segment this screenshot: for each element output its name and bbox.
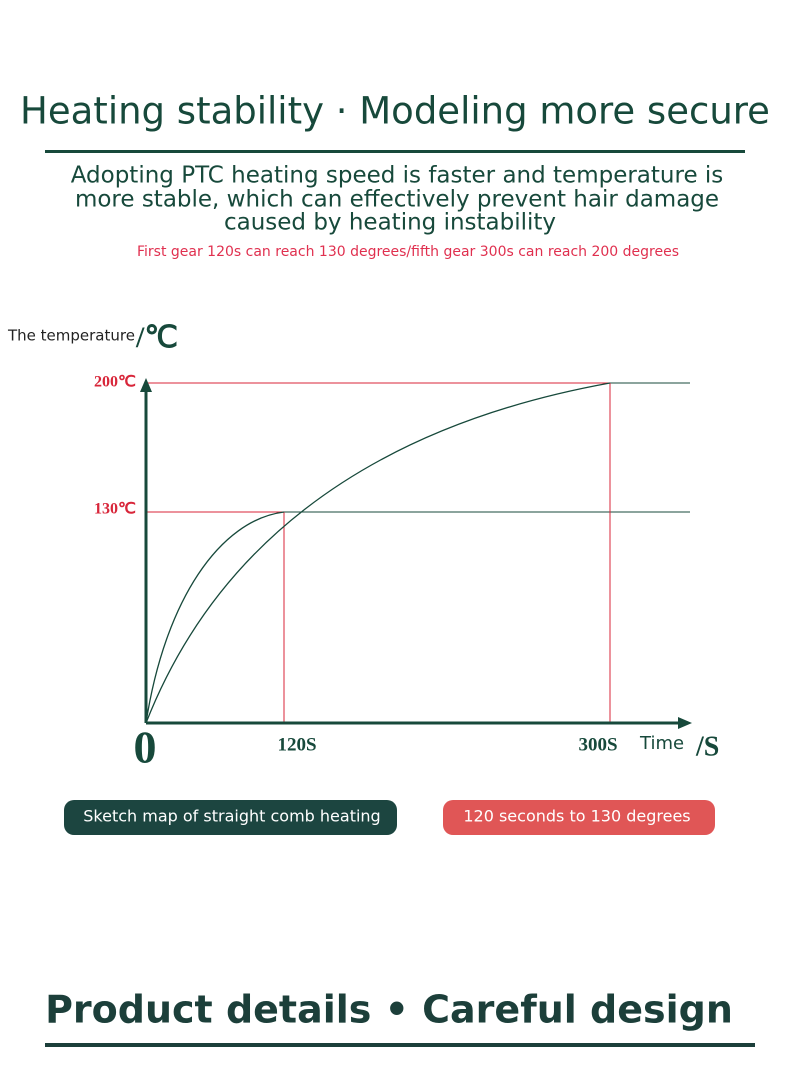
y-unit: /℃: [135, 321, 178, 354]
curve: [145, 511, 285, 724]
title: Heating stability · Modeling more secure: [20, 90, 770, 133]
origin: 0: [134, 722, 157, 773]
curve: [145, 382, 611, 724]
x-unit: /S: [695, 731, 719, 762]
badge-text: 120 seconds to 130 degrees: [463, 807, 690, 826]
badge: [64, 800, 397, 835]
footer-rule: [45, 1043, 755, 1047]
badge-text: Sketch map of straight comb heating: [83, 807, 380, 826]
x-arrow: [678, 717, 692, 729]
title-rule: [45, 150, 745, 153]
y-label: The temperature: [7, 327, 135, 345]
x-label: Time: [639, 733, 684, 754]
y-mark: 130℃: [94, 501, 136, 518]
badge: [443, 800, 715, 835]
y-mark: 200℃: [94, 374, 136, 391]
diagram: The temperature /℃ 200℃ 130℃ 0 120S 300S…: [7, 321, 719, 773]
x-mark: 120S: [277, 734, 316, 755]
note: First gear 120s can reach 130 degrees/fi…: [137, 244, 679, 260]
y-arrow: [140, 378, 152, 392]
x-mark: 300S: [578, 734, 617, 755]
footer-title: Product details • Careful design: [45, 988, 733, 1032]
description-line: more stable, which can effectively preve…: [75, 187, 719, 213]
description-line: caused by heating instability: [224, 210, 556, 236]
description-line: Adopting PTC heating speed is faster and…: [71, 163, 724, 189]
